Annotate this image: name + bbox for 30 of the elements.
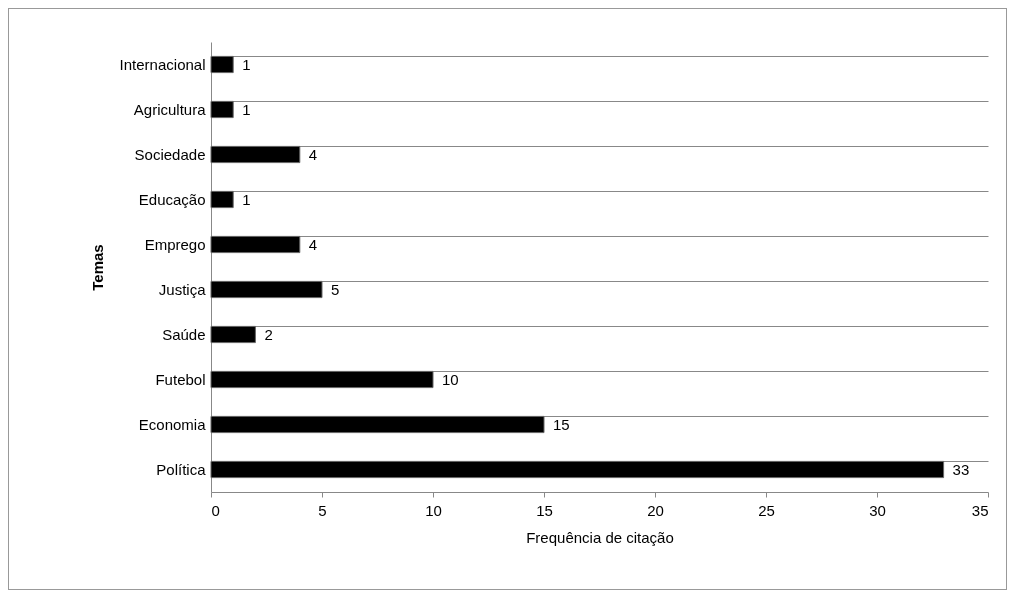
x-tick-label: 0 [211, 501, 220, 519]
data-label: 1 [242, 190, 251, 208]
y-tick-label: Sociedade [134, 145, 206, 163]
data-label: 4 [308, 235, 318, 253]
y-tick-label: Política [156, 460, 207, 478]
y-tick-label: Agricultura [133, 100, 207, 118]
data-label: 1 [242, 100, 251, 118]
data-label: 15 [553, 415, 570, 433]
y-axis-title: Temas [88, 244, 106, 291]
y-tick-label: Emprego [144, 235, 206, 253]
x-axis-title: Frequência de citação [526, 528, 674, 546]
y-tick-label: Internacional [119, 55, 206, 73]
data-label: 5 [331, 280, 340, 298]
y-tick-label: Saúde [162, 325, 206, 343]
x-tick-label: 30 [869, 501, 886, 519]
y-tick-label: Futebol [155, 370, 206, 388]
y-tick-label: Justiça [158, 280, 207, 298]
x-tick-label: 5 [318, 501, 327, 519]
data-label: 10 [442, 370, 459, 388]
x-tick-label: 10 [425, 501, 442, 519]
x-tick-label: 20 [647, 501, 664, 519]
x-tick-label: 35 [971, 501, 989, 519]
data-label: 2 [264, 325, 273, 343]
data-label: 33 [952, 460, 970, 478]
data-label: 1 [242, 55, 251, 73]
x-tick-label: 25 [758, 501, 775, 519]
y-tick-label: Economia [138, 415, 207, 433]
data-label: 4 [308, 145, 318, 163]
x-tick-label: 15 [536, 501, 553, 519]
y-tick-label: Educação [138, 190, 206, 208]
